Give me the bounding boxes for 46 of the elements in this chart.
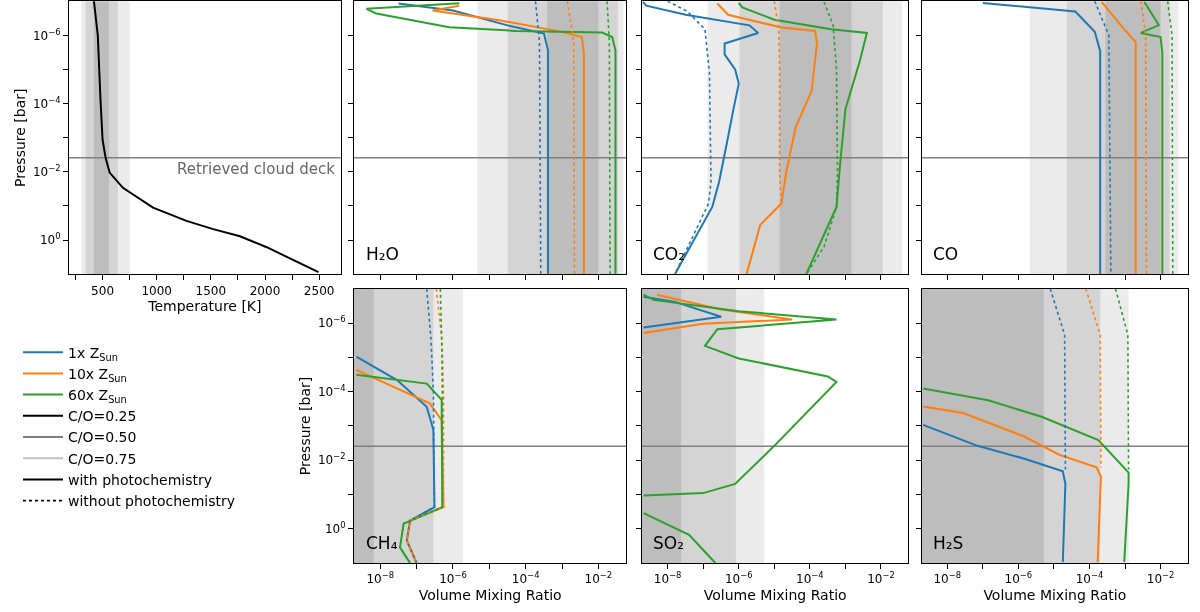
x-tick-label: 10$^{−8}$	[933, 570, 962, 587]
y-axis-title: Pressure [bar]	[11, 88, 28, 187]
x-tick-label: 10$^{−8}$	[366, 570, 395, 587]
annotation: CH₄	[366, 533, 398, 553]
annotation: CO₂	[653, 244, 686, 264]
x-tick-label: 10$^{−4}$	[511, 570, 540, 587]
y-tick-label: 10$^{−6}$	[32, 26, 61, 43]
legend-label: 60x Z$_{Sun}$	[68, 387, 127, 405]
annotation: SO₂	[653, 533, 684, 553]
x-axis-title: Volume Mixing Ratio	[703, 586, 847, 603]
y-axis-title: Pressure [bar]	[296, 376, 313, 476]
ref-line-label: Retrieved cloud deck	[177, 160, 336, 178]
x-tick-label: 10$^{−6}$	[724, 570, 753, 587]
y-tick-label: 10$^{−2}$	[317, 451, 346, 468]
annotation: CO	[933, 244, 959, 264]
x-tick-label: 500	[91, 283, 115, 298]
annotation: H₂S	[933, 533, 964, 553]
y-tick-label: 10$^{−2}$	[32, 162, 61, 180]
legend-label: C/O=0.25	[68, 408, 137, 425]
annotation: H₂O	[366, 244, 399, 264]
x-tick-label: 10$^{−6}$	[1004, 570, 1033, 587]
x-tick-label: 1000	[141, 283, 172, 298]
x-tick-label: 10$^{−4}$	[796, 570, 824, 587]
x-tick-label: 2000	[249, 283, 281, 298]
y-tick-label: 10$^{−4}$	[32, 94, 61, 111]
legend-label: without photochemistry	[68, 493, 235, 510]
x-axis-title: Volume Mixing Ratio	[983, 586, 1127, 603]
legend-label: C/O=0.50	[68, 429, 137, 446]
legend-label: C/O=0.75	[68, 450, 137, 467]
legend-label: with photochemistry	[68, 471, 213, 488]
x-tick-label: 10$^{−2}$	[867, 570, 895, 587]
x-tick-label: 10$^{−2}$	[584, 570, 613, 587]
x-tick-label: 10$^{−4}$	[1075, 570, 1104, 587]
legend-label: 1x Z$_{Sun}$	[68, 344, 118, 363]
x-tick-label: 1500	[195, 283, 227, 298]
x-axis-title: Volume Mixing Ratio	[418, 586, 562, 603]
legend-label: 10x Z$_{Sun}$	[68, 365, 127, 384]
y-tick-label: 10$^{−6}$	[317, 314, 346, 331]
x-tick-label: 10$^{−2}$	[1146, 570, 1175, 587]
x-tick-label: 2500	[303, 283, 335, 298]
x-tick-label: 10$^{−6}$	[439, 570, 467, 587]
x-tick-label: 10$^{−8}$	[653, 570, 682, 587]
x-axis-title: Temperature [K]	[147, 297, 262, 314]
y-tick-label: 10$^{−4}$	[317, 382, 346, 399]
y-tick-label: 10$^{0}$	[39, 231, 61, 248]
y-tick-label: 10$^{0}$	[324, 519, 346, 536]
